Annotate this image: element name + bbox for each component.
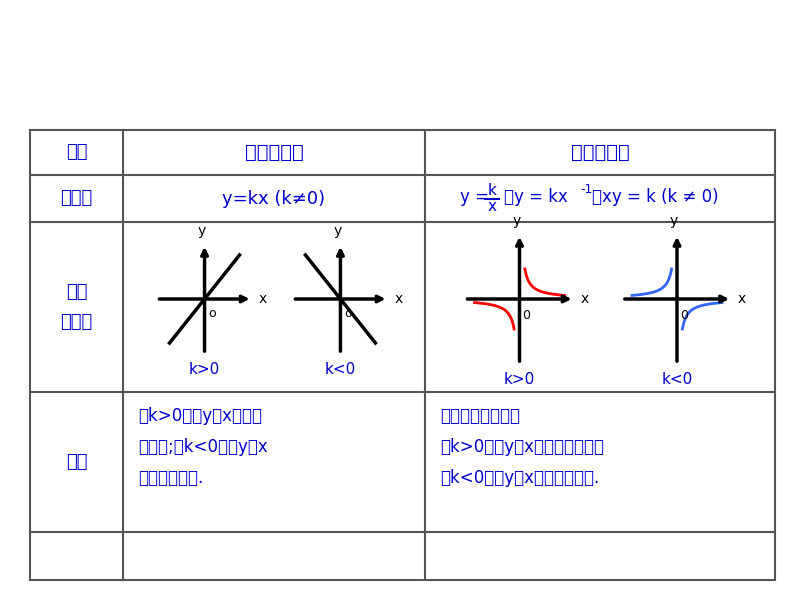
Text: y: y — [334, 224, 342, 238]
Text: 或xy = k (k ≠ 0): 或xy = k (k ≠ 0) — [592, 188, 718, 206]
Text: 温: 温 — [321, 511, 339, 539]
Text: x: x — [738, 292, 746, 306]
Text: x: x — [487, 199, 497, 214]
Ellipse shape — [374, 504, 400, 520]
Text: 当k>0时，y随x的增大
而增大;当k<0时，y随x
的增大而减小.: 当k>0时，y随x的增大 而增大;当k<0时，y随x 的增大而减小. — [138, 407, 268, 487]
Text: y: y — [198, 224, 206, 238]
Text: 函数: 函数 — [66, 143, 87, 161]
Text: 性质: 性质 — [66, 453, 87, 471]
Text: y =: y = — [460, 188, 489, 206]
Ellipse shape — [305, 504, 330, 520]
Ellipse shape — [294, 493, 366, 557]
Text: x: x — [581, 292, 589, 306]
Ellipse shape — [364, 493, 436, 557]
Bar — [30, 130, 775, 580]
Text: o: o — [345, 307, 352, 320]
Ellipse shape — [499, 493, 571, 557]
Text: k: k — [487, 183, 497, 198]
Text: y=kx (k≠0): y=kx (k≠0) — [222, 190, 326, 208]
Text: k<0: k<0 — [662, 373, 693, 388]
Text: 0: 0 — [522, 309, 530, 322]
Ellipse shape — [429, 493, 501, 557]
Text: 知: 知 — [456, 511, 474, 539]
Text: y: y — [670, 214, 678, 228]
Text: x: x — [258, 292, 266, 306]
Text: 正比例函数: 正比例函数 — [245, 143, 303, 162]
Text: k<0: k<0 — [325, 362, 356, 377]
Text: k>0: k>0 — [189, 362, 220, 377]
Text: k>0: k>0 — [504, 373, 535, 388]
Polygon shape — [180, 525, 300, 540]
Text: 或y = kx: 或y = kx — [504, 188, 568, 206]
Text: 故: 故 — [391, 511, 409, 539]
Text: 解析式: 解析式 — [60, 190, 93, 208]
Text: x: x — [394, 292, 402, 306]
Ellipse shape — [439, 504, 465, 520]
Ellipse shape — [510, 504, 534, 520]
Polygon shape — [230, 525, 250, 538]
Text: 图象
及象限: 图象 及象限 — [60, 283, 93, 331]
Text: o: o — [209, 307, 216, 320]
Text: 反比例函数: 反比例函数 — [570, 143, 630, 162]
Text: 新: 新 — [526, 511, 544, 539]
Text: y: y — [512, 214, 521, 228]
Text: 在每一个象限内：
当k>0时，y随x的增大而减小；
当k<0时，y随x的增大而增大.: 在每一个象限内： 当k>0时，y随x的增大而减小； 当k<0时，y随x的增大而增… — [440, 407, 604, 487]
Text: -1: -1 — [580, 183, 592, 196]
Text: 0: 0 — [680, 309, 688, 322]
